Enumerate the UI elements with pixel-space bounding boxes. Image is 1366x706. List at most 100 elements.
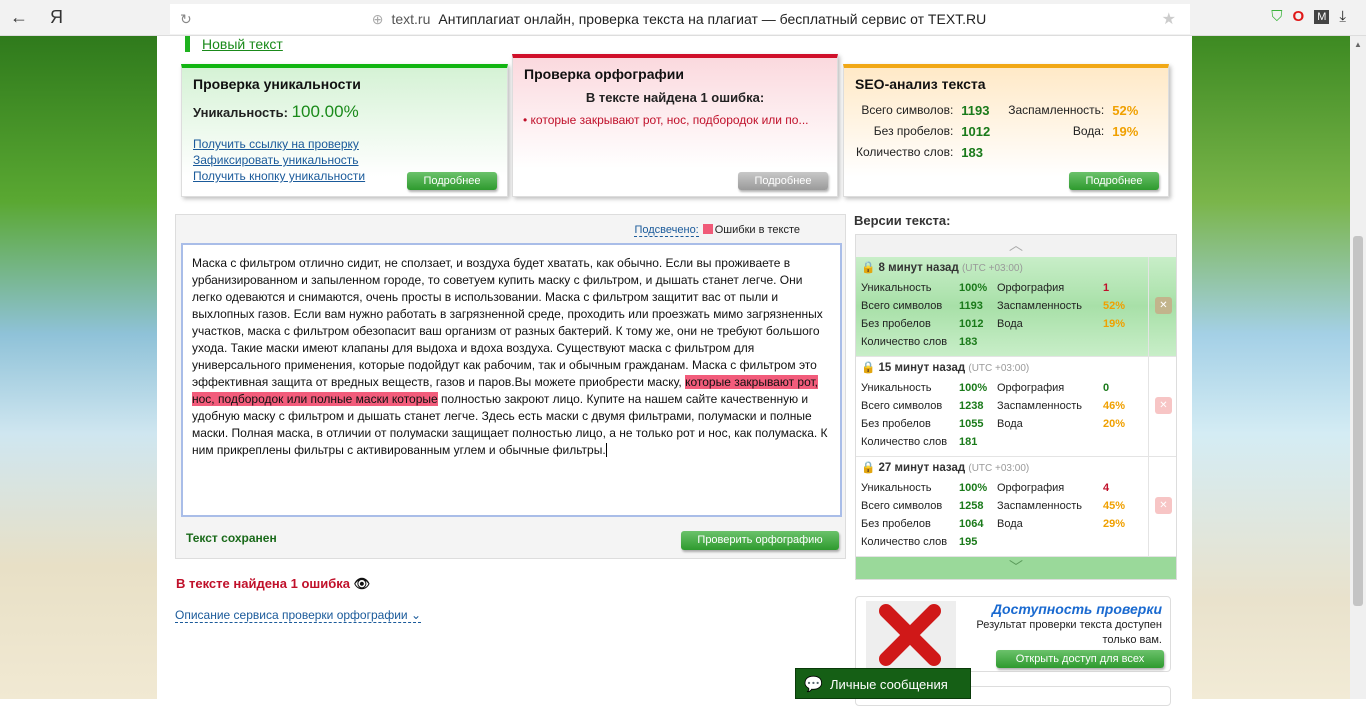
opera-icon[interactable]: O: [1292, 8, 1305, 25]
description-text: Описание сервиса проверки орфографии: [175, 608, 408, 622]
delete-version-button[interactable]: ✕: [1148, 257, 1176, 356]
new-text-link[interactable]: Новый текст: [185, 36, 283, 52]
access-panel: Доступность проверки Результат проверки …: [855, 596, 1171, 672]
label: Уникальность: [861, 282, 932, 294]
label: Орфография: [997, 382, 1065, 394]
close-icon: ✕: [1155, 497, 1172, 514]
seo-water: 19%: [1112, 124, 1139, 139]
check-spelling-button[interactable]: Проверить орфографию: [681, 531, 839, 550]
label: Без пробелов: [861, 418, 931, 430]
yandex-logo[interactable]: Я: [50, 7, 63, 27]
label: Орфография: [997, 282, 1065, 294]
label: Количество слов: [861, 336, 948, 348]
total-value: 1193: [959, 300, 983, 312]
m-icon[interactable]: M: [1314, 9, 1330, 24]
error-summary-text: В тексте найдена 1 ошибка: [176, 576, 350, 591]
text-part: полностью закроют лицо. Купите на нашем …: [192, 392, 828, 457]
version-item[interactable]: 🔒 27 минут назад (UTC +03:00) Уникальнос…: [856, 457, 1176, 557]
label: Без пробелов: [861, 518, 931, 530]
scroll-up-button[interactable]: ︿: [856, 235, 1176, 257]
seo-nospace-label: Без пробелов:: [873, 124, 954, 138]
version-item[interactable]: 🔒 15 минут назад (UTC +03:00) Уникальнос…: [856, 357, 1176, 457]
close-icon: ✕: [1155, 297, 1172, 314]
open-access-button[interactable]: Открыть доступ для всех: [996, 650, 1164, 668]
seo-spam-label: Заспамленность:: [1008, 103, 1105, 117]
seo-nospace: 1012: [961, 124, 991, 139]
spelling-more-button[interactable]: Подробнее: [738, 172, 828, 190]
text-input[interactable]: Маска с фильтром отлично сидит, не сполз…: [181, 243, 842, 517]
scrollbar[interactable]: ▲: [1350, 36, 1366, 699]
seo-more-button[interactable]: Подробнее: [1069, 172, 1159, 190]
timezone: (UTC +03:00): [961, 263, 1023, 274]
uniq-value: 100%: [959, 282, 988, 294]
uniq-value: 100%: [959, 482, 988, 494]
uniqueness-more-button[interactable]: Подробнее: [407, 172, 497, 190]
version-stats: Уникальность 100% Орфография 4 Всего символ…: [861, 479, 1125, 551]
spelling-value: 1: [1103, 282, 1110, 294]
lock-icon: 🔒: [861, 462, 876, 474]
certificate-image: [866, 601, 956, 669]
label: Вода: [997, 318, 1023, 330]
spam-value: 45%: [1103, 500, 1126, 512]
versions-title: Версии текста:: [854, 213, 951, 228]
total-value: 1238: [959, 400, 984, 412]
access-text: Результат проверки текста доступен тольк…: [976, 619, 1162, 646]
spam-value: 52%: [1103, 300, 1126, 312]
seo-card: SEO-анализ текста Всего символов: 1193 Зас…: [843, 64, 1169, 197]
lock-icon: 🔒: [861, 362, 876, 374]
uniq-value: 100%: [959, 382, 988, 394]
seo-total: 1193: [961, 103, 990, 118]
words-value: 183: [959, 336, 978, 348]
label: Заспамленность: [997, 500, 1082, 512]
address-bar[interactable]: ↻ ⊕ text.ru Антиплагиат онлайн, проверка…: [170, 4, 1190, 34]
label: Без пробелов: [861, 318, 931, 330]
label: Орфография: [997, 482, 1065, 494]
version-header: 🔒 15 минут назад (UTC +03:00): [861, 361, 1029, 376]
spelling-card: Проверка орфографии В тексте найдена 1 о…: [512, 54, 838, 197]
reload-icon[interactable]: ↻: [180, 10, 192, 27]
get-button-link[interactable]: Получить кнопку уникальности: [193, 169, 366, 183]
messages-button[interactable]: 💬 Личные сообщения: [795, 668, 971, 699]
fix-uniqueness-link[interactable]: Зафиксировать уникальность: [193, 153, 359, 167]
uniqueness-value: 100.00%: [291, 102, 359, 121]
timezone: (UTC +03:00): [968, 463, 1030, 474]
chevron-down-icon: ⌄: [410, 608, 422, 622]
background-palm-right: [1192, 36, 1350, 699]
nospace-value: 1012: [959, 318, 984, 330]
delete-version-button[interactable]: ✕: [1148, 357, 1176, 456]
spelling-value: 0: [1103, 382, 1110, 394]
shield-check-icon[interactable]: ⛉: [1271, 8, 1283, 25]
messages-label: Личные сообщения: [830, 677, 948, 692]
spam-value: 46%: [1103, 400, 1126, 412]
delete-version-button[interactable]: ✕: [1148, 457, 1176, 556]
bookmark-star-icon[interactable]: ★: [1161, 11, 1176, 28]
eye-icon[interactable]: 👁: [353, 576, 371, 591]
label: Количество слов: [861, 436, 948, 448]
versions-list: ︿ 🔒 8 минут назад (UTC +03:00) Уникально…: [855, 234, 1177, 580]
seo-words: 183: [961, 145, 983, 160]
nospace-value: 1064: [959, 518, 984, 530]
text-cursor: [605, 443, 607, 457]
highlight-link[interactable]: Подсвечено:: [634, 224, 699, 237]
service-description-link[interactable]: Описание сервиса проверки орфографии ⌄: [175, 608, 422, 623]
version-time: 8 минут назад: [878, 262, 959, 274]
version-item[interactable]: 🔒 8 минут назад (UTC +03:00) Уникальност…: [856, 257, 1176, 357]
label: Всего символов: [861, 300, 943, 312]
back-button[interactable]: ←: [10, 7, 28, 27]
version-stats: Уникальность 100% Орфография 1 Всего символ…: [861, 279, 1125, 351]
seo-stats: Всего символов: 1193 Заспамленность: 52% Бе…: [852, 100, 1142, 163]
highlight-legend: Подсвечено: Ошибки в тексте: [634, 224, 800, 237]
label: Вода: [997, 418, 1023, 430]
seo-spam: 52%: [1112, 103, 1139, 118]
spelling-value: 4: [1103, 482, 1110, 494]
seo-water-label: Вода:: [1072, 124, 1105, 138]
uniqueness-card: Проверка уникальности Уникальность: 100.…: [181, 64, 508, 197]
chevron-down-icon: ﹀: [1009, 559, 1023, 575]
save-status: Текст сохранен: [186, 531, 277, 545]
scroll-down-button[interactable]: ﹀: [856, 557, 1176, 579]
spelling-error-item[interactable]: • которые закрывают рот, нос, подбородок…: [523, 113, 809, 127]
main-content: Новый текст Проверка уникальности Уникал…: [157, 36, 1192, 706]
card-title: Проверка орфографии: [524, 66, 684, 82]
download-icon[interactable]: ⤓: [1339, 8, 1346, 25]
get-link-link[interactable]: Получить ссылку на проверку: [193, 137, 359, 151]
